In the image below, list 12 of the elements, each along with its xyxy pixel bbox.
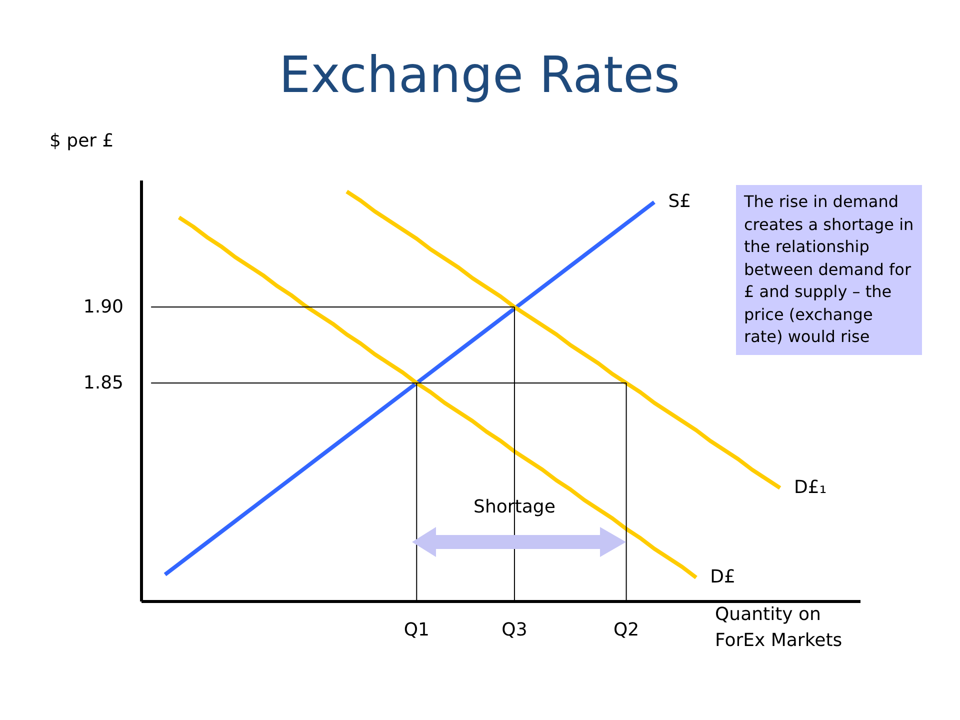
y-tick-label: 1.85 bbox=[83, 372, 124, 394]
x-tick-label: Q2 bbox=[613, 620, 640, 640]
series-label: S£ bbox=[668, 191, 692, 212]
series-label: D£ bbox=[710, 566, 736, 588]
x-tick-label: Q3 bbox=[502, 620, 528, 640]
chart-title: Exchange Rates bbox=[279, 46, 680, 104]
annotation: The rise in demand creates a shortage in the relationship between demand for £ and supply – the price (exchange rate) would rise bbox=[736, 185, 922, 354]
series-label: D£₁ bbox=[794, 476, 827, 498]
x-tick-label: Q1 bbox=[404, 620, 430, 640]
x-axis-title: Quantity on ForEx Markets bbox=[715, 603, 844, 653]
y-tick-label: 1.90 bbox=[83, 296, 124, 318]
y-axis-title: $ per £ bbox=[50, 130, 114, 152]
